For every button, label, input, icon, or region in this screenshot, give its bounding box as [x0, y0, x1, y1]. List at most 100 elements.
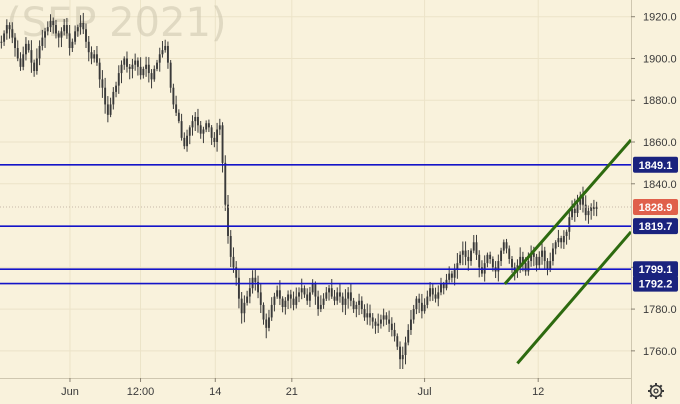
- price-axis[interactable]: 1920.01900.01880.01860.01840.01800.01780…: [631, 12, 677, 358]
- candle-body: [399, 346, 401, 360]
- candle-body: [289, 294, 292, 299]
- candle: [136, 57, 139, 76]
- candle: [505, 238, 508, 254]
- candle: [440, 277, 442, 296]
- candle-body: [90, 52, 93, 59]
- candle: [379, 314, 382, 329]
- candle-body: [153, 68, 156, 80]
- candle-body: [33, 62, 36, 72]
- candle-body: [191, 121, 194, 128]
- candle-body: [418, 298, 421, 303]
- candle: [145, 56, 148, 77]
- candle: [429, 282, 432, 302]
- candle-body: [284, 300, 287, 307]
- candle-body: [551, 248, 554, 262]
- candle: [546, 258, 549, 276]
- candle-body: [328, 288, 330, 293]
- candle: [161, 40, 164, 58]
- candle-body: [161, 50, 164, 55]
- candle-body: [87, 41, 90, 53]
- candle-body: [349, 292, 352, 301]
- candle: [186, 129, 189, 152]
- candle: [511, 256, 513, 273]
- candle-body: [330, 288, 333, 297]
- candle-body: [120, 64, 123, 74]
- candle-body: [30, 50, 33, 63]
- candle-body: [156, 62, 158, 69]
- candle: [237, 269, 240, 309]
- candle: [8, 22, 11, 39]
- candle: [197, 108, 199, 133]
- candle: [109, 97, 112, 118]
- candle-body: [199, 125, 202, 134]
- candle-body: [486, 254, 489, 264]
- candle: [508, 245, 511, 264]
- candle: [464, 241, 467, 266]
- candle: [298, 287, 300, 303]
- candle: [79, 15, 82, 35]
- candle-body: [232, 256, 235, 268]
- candle: [254, 269, 257, 291]
- candle-body: [538, 256, 541, 266]
- time-axis[interactable]: Jun 12:00 14 21 Jul 12: [61, 378, 544, 398]
- candle: [584, 195, 587, 221]
- settings-gear-icon[interactable]: [648, 383, 664, 399]
- candle-body: [371, 317, 374, 322]
- candle-body: [218, 125, 221, 130]
- candle: [475, 234, 478, 260]
- candle-body: [437, 292, 440, 299]
- candle-body: [535, 256, 538, 266]
- candle-body: [117, 73, 120, 86]
- candle-body: [216, 129, 219, 143]
- candle-body: [22, 54, 25, 67]
- candle-body: [369, 313, 371, 318]
- candle: [308, 286, 311, 308]
- candle: [407, 324, 410, 346]
- candle-body: [82, 22, 85, 30]
- candle: [500, 247, 503, 267]
- candle-body: [24, 43, 27, 55]
- x-tick-label: 12: [532, 386, 544, 398]
- candle-body: [150, 73, 153, 80]
- candle: [388, 310, 391, 332]
- candle-body: [126, 58, 128, 67]
- candle-body: [412, 309, 415, 320]
- candle: [55, 20, 57, 39]
- candle: [554, 240, 557, 255]
- candle: [543, 246, 546, 270]
- candle: [349, 283, 352, 307]
- candle: [194, 112, 197, 131]
- candle: [101, 70, 104, 98]
- candle-body: [68, 33, 71, 49]
- candle-body: [500, 250, 503, 262]
- candle: [360, 296, 363, 315]
- candle-body: [344, 298, 347, 305]
- candle: [14, 33, 16, 57]
- candle: [112, 87, 115, 110]
- candle-body: [502, 242, 505, 251]
- candle-body: [450, 273, 453, 278]
- candle: [177, 109, 180, 124]
- candle: [562, 230, 565, 249]
- candle: [172, 83, 175, 109]
- level-price-tag: [633, 261, 678, 278]
- candle-body: [273, 296, 276, 305]
- candle-body: [19, 58, 22, 67]
- candle-body: [549, 261, 552, 270]
- level-price-tag-label: 1799.1: [639, 264, 673, 276]
- candle: [104, 77, 107, 114]
- candle-body: [63, 25, 66, 32]
- candle-body: [530, 252, 533, 262]
- candle: [71, 38, 74, 52]
- candle-body: [524, 263, 527, 272]
- level-price-tag: [633, 218, 678, 235]
- candle-body: [472, 242, 475, 251]
- candle-body: [475, 242, 478, 255]
- candle: [265, 313, 268, 339]
- candle-body: [224, 162, 227, 205]
- candle-body: [16, 48, 19, 59]
- candle-body: [112, 91, 115, 105]
- candle: [344, 289, 347, 315]
- candle: [126, 51, 128, 73]
- candle-body: [415, 298, 418, 310]
